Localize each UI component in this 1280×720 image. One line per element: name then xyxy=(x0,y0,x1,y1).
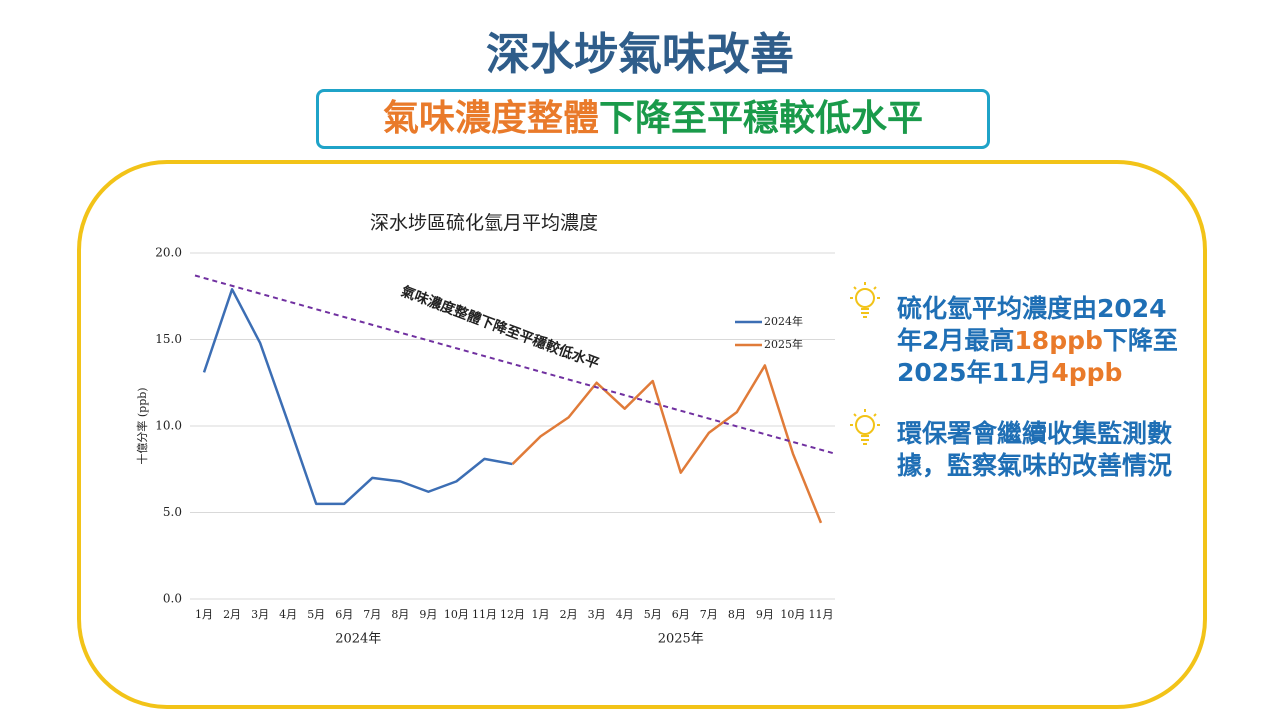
x-tick-label: 4月 xyxy=(279,608,297,621)
x-group-label: 2025年 xyxy=(658,632,704,647)
y-tick-label: 10.0 xyxy=(155,419,182,433)
slide-title: 深水埗氣味改善 xyxy=(486,29,794,80)
y-tick-label: 0.0 xyxy=(163,592,182,606)
frame xyxy=(77,160,1207,709)
bulb-icon xyxy=(850,282,880,445)
trend-line xyxy=(194,274,836,455)
x-tick-label: 5月 xyxy=(644,608,662,621)
text-run: 18ppb xyxy=(1014,326,1103,355)
x-group-label: 2024年 xyxy=(335,632,381,647)
x-tick-label: 9月 xyxy=(756,608,774,621)
x-tick-label: 11月 xyxy=(472,608,497,621)
text-run: 氣味濃度整體 xyxy=(382,98,599,139)
text-run: 環保署會繼續收集監測數據，監察氣味的改善情況 xyxy=(897,419,1173,480)
note: 環保署會繼續收集監測數據，監察氣味的改善情況 xyxy=(897,418,1187,482)
y-tick-label: 20.0 xyxy=(155,246,182,260)
x-tick-label: 12月 xyxy=(500,608,525,621)
x-tick-label: 7月 xyxy=(363,608,381,621)
text-run: 硫化氫平均濃度由2024年2月最高 xyxy=(897,294,1167,355)
x-tick-label: 3月 xyxy=(251,608,269,621)
legend-label: 2025年 xyxy=(764,337,803,351)
text-run: 下降至平穩較低水平 xyxy=(599,98,924,139)
x-tick-label: 10月 xyxy=(444,608,469,621)
x-tick-label: 7月 xyxy=(700,608,718,621)
text-run: 下降至2025年11月 xyxy=(897,326,1178,387)
text-run: 4ppb xyxy=(1051,358,1123,387)
x-tick-label: 6月 xyxy=(672,608,690,621)
x-tick-label: 10月 xyxy=(780,608,805,621)
y-tick-label: 5.0 xyxy=(163,505,182,519)
y-axis-label: 十億分率 (ppb) xyxy=(135,387,149,464)
x-tick-label: 3月 xyxy=(588,608,606,621)
x-tick-label: 4月 xyxy=(616,608,634,621)
note: 硫化氫平均濃度由2024年2月最高18ppb下降至2025年11月4ppb xyxy=(897,293,1187,389)
x-tick-label: 1月 xyxy=(195,608,213,621)
series-line xyxy=(202,288,513,506)
y-tick-label: 15.0 xyxy=(155,332,182,346)
x-tick-label: 8月 xyxy=(728,608,746,621)
x-tick-label: 2月 xyxy=(223,608,241,621)
x-tick-label: 8月 xyxy=(391,608,409,621)
legend-label: 2024年 xyxy=(764,314,803,328)
trend-label: 氣味濃度整體下降至平穩較低水平 xyxy=(399,283,602,373)
x-tick-label: 1月 xyxy=(532,608,550,621)
x-tick-label: 6月 xyxy=(335,608,353,621)
x-tick-label: 5月 xyxy=(307,608,325,621)
x-tick-label: 9月 xyxy=(419,608,437,621)
x-tick-label: 2月 xyxy=(560,608,578,621)
subtitle-box: 氣味濃度整體下降至平穩較低水平 xyxy=(316,89,990,149)
series-line xyxy=(511,364,823,524)
chart-title: 深水埗區硫化氫月平均濃度 xyxy=(370,212,598,234)
x-tick-label: 11月 xyxy=(808,608,833,621)
